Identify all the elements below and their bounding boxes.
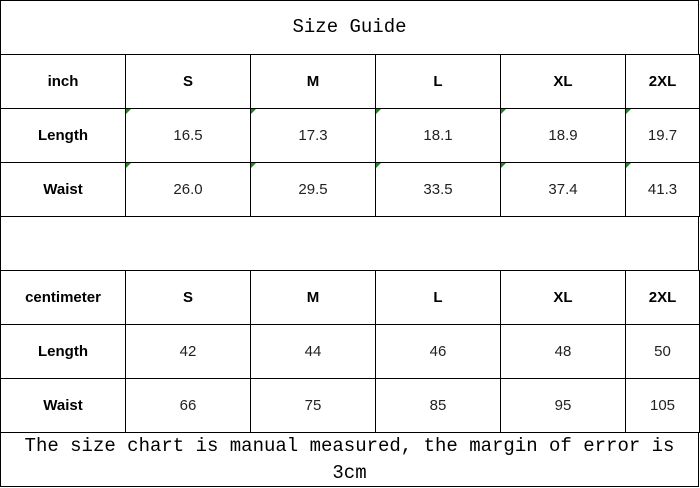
error-marker-icon	[251, 163, 256, 168]
size-header: 2XL	[625, 54, 700, 109]
measurement-value: 95	[554, 397, 572, 414]
measurement-cell: 33.5	[375, 162, 501, 217]
measurement-cell: 50	[625, 324, 700, 379]
measurement-cell: 46	[375, 324, 501, 379]
error-marker-icon	[376, 109, 381, 114]
measurement-cell: 19.7	[625, 108, 700, 163]
unit-header: centimeter	[0, 270, 126, 325]
header-label: L	[433, 73, 443, 90]
size-header: L	[375, 270, 501, 325]
measurement-value: 19.7	[647, 127, 678, 144]
measurement-value: 66	[179, 397, 197, 414]
size-header: M	[250, 54, 376, 109]
page-title: Size Guide	[0, 0, 699, 55]
error-marker-icon	[251, 109, 256, 114]
size-header: L	[375, 54, 501, 109]
measurement-value: 75	[304, 397, 322, 414]
measurement-value: 105	[649, 397, 676, 414]
measurement-value: 33.5	[423, 181, 453, 198]
measurement-value: 48	[554, 343, 572, 360]
header-label: S	[182, 73, 193, 90]
measure-label: Waist	[43, 397, 83, 414]
measurement-cell: 18.1	[375, 108, 501, 163]
error-marker-icon	[501, 163, 506, 168]
measurement-value: 46	[429, 343, 447, 360]
header-label: L	[433, 289, 443, 306]
header-label: XL	[553, 73, 573, 90]
measurement-value: 18.1	[423, 127, 453, 144]
size-header: S	[125, 270, 251, 325]
unit-header: inch	[0, 54, 126, 109]
size-header: 2XL	[625, 270, 700, 325]
error-marker-icon	[501, 109, 506, 114]
header-label: 2XL	[648, 289, 677, 306]
header-label: S	[182, 289, 193, 306]
header-label: M	[306, 289, 320, 306]
error-marker-icon	[126, 109, 131, 114]
measurement-cell: 37.4	[500, 162, 626, 217]
measurement-cell: 26.0	[125, 162, 251, 217]
measurement-cell: 75	[250, 378, 376, 433]
measure-label: Waist	[43, 181, 83, 198]
header-label: XL	[553, 289, 573, 306]
header-label: M	[306, 73, 320, 90]
measurement-cell: 29.5	[250, 162, 376, 217]
measurement-value: 29.5	[298, 181, 328, 198]
measurement-value: 16.5	[173, 127, 203, 144]
measurement-value: 18.9	[548, 127, 578, 144]
blank-separator-row	[0, 216, 699, 271]
measure-label-cell: Length	[0, 324, 126, 379]
measurement-value: 37.4	[548, 181, 578, 198]
measurement-value: 50	[654, 343, 671, 360]
measurement-value: 85	[429, 397, 447, 414]
measurement-value: 42	[179, 343, 197, 360]
measurement-cell: 16.5	[125, 108, 251, 163]
measurement-value: 26.0	[173, 181, 203, 198]
measurement-cell: 105	[625, 378, 700, 433]
error-marker-icon	[626, 163, 631, 168]
measurement-cell: 18.9	[500, 108, 626, 163]
footer-note: The size chart is manual measured, the m…	[0, 432, 699, 487]
measure-label-cell: Length	[0, 108, 126, 163]
error-marker-icon	[126, 163, 131, 168]
measurement-cell: 17.3	[250, 108, 376, 163]
error-marker-icon	[626, 109, 631, 114]
size-header: M	[250, 270, 376, 325]
measure-label: Length	[38, 343, 88, 360]
measurement-cell: 42	[125, 324, 251, 379]
measure-label-cell: Waist	[0, 378, 126, 433]
header-label: centimeter	[25, 289, 101, 306]
measurement-cell: 85	[375, 378, 501, 433]
size-header: XL	[500, 270, 626, 325]
measurement-cell: 41.3	[625, 162, 700, 217]
measurement-cell: 95	[500, 378, 626, 433]
header-label: 2XL	[648, 73, 677, 90]
header-label: inch	[47, 73, 79, 90]
measure-label-cell: Waist	[0, 162, 126, 217]
measure-label: Length	[38, 127, 88, 144]
measurement-value: 17.3	[298, 127, 328, 144]
measurement-value: 44	[304, 343, 322, 360]
size-header: XL	[500, 54, 626, 109]
measurement-cell: 44	[250, 324, 376, 379]
measurement-value: 41.3	[647, 181, 678, 198]
measurement-cell: 66	[125, 378, 251, 433]
size-header: S	[125, 54, 251, 109]
measurement-cell: 48	[500, 324, 626, 379]
error-marker-icon	[376, 163, 381, 168]
